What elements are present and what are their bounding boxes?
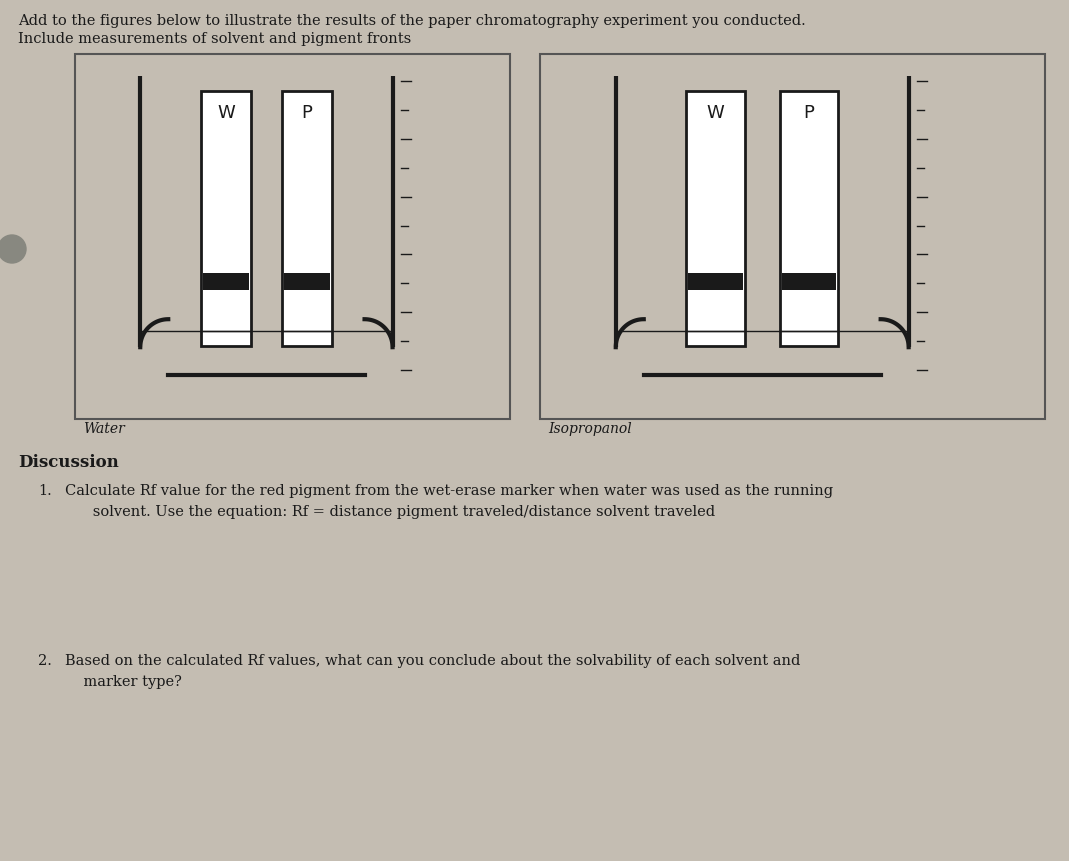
Text: Based on the calculated Rf values, what can you conclude about the solvability o: Based on the calculated Rf values, what … [65,653,801,688]
Text: Water: Water [83,422,125,436]
Bar [688,274,743,290]
Text: Isopropanol: Isopropanol [548,422,632,436]
Text: 2.: 2. [38,653,52,667]
Text: P: P [301,104,312,122]
Bar [201,91,251,347]
Bar [281,91,331,347]
Bar [283,274,329,290]
Text: Calculate Rf value for the red pigment from the wet-erase marker when water was : Calculate Rf value for the red pigment f… [65,483,833,518]
Bar [686,91,744,347]
Text: W: W [217,104,235,122]
Circle shape [0,236,26,263]
Text: Include measurements of solvent and pigment fronts: Include measurements of solvent and pigm… [18,32,412,46]
Text: P: P [804,104,815,122]
Text: Add to the figures below to illustrate the results of the paper chromatography e: Add to the figures below to illustrate t… [18,14,806,28]
Text: 1.: 1. [38,483,51,498]
Text: Discussion: Discussion [18,454,119,470]
Bar [203,274,249,290]
Bar [75,55,510,419]
Bar [540,55,1045,419]
Bar [781,274,836,290]
Text: W: W [707,104,725,122]
Bar [780,91,838,347]
